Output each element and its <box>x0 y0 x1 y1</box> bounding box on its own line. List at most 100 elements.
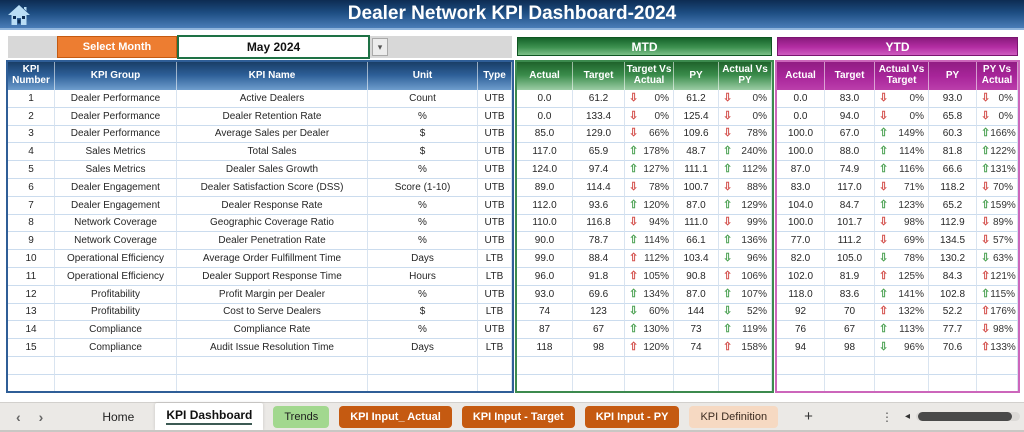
unit-cell[interactable]: Count <box>368 90 478 108</box>
ytd-py-cell[interactable]: 118.2 <box>929 178 977 197</box>
mtd-target-vs-actual-cell[interactable]: ⇩ 94% <box>625 214 674 233</box>
ytd-actual-cell[interactable]: 92 <box>777 303 825 322</box>
horizontal-scrollbar[interactable] <box>916 412 1020 421</box>
mtd-actual-vs-py-cell[interactable]: ⇩ 0% <box>719 107 772 126</box>
ytd-actual-vs-target-cell[interactable]: ⇧ 132% <box>875 303 929 322</box>
unit-cell[interactable] <box>368 356 478 375</box>
sheet-tab-kpi-input-py[interactable]: KPI Input - PY <box>584 405 680 428</box>
type-cell[interactable]: UTB <box>478 321 512 340</box>
mtd-target-vs-actual-cell[interactable]: ⇩ 78% <box>625 178 674 197</box>
ytd-actual-vs-target-cell[interactable]: ⇩ 98% <box>875 214 929 233</box>
kpi-group-cell[interactable]: Dealer Performance <box>55 107 177 126</box>
type-cell[interactable] <box>478 356 512 375</box>
mtd-py-cell[interactable]: 74 <box>674 339 719 357</box>
kpi-group-cell[interactable]: Sales Metrics <box>55 161 177 179</box>
unit-cell[interactable] <box>368 374 478 393</box>
kpi-name-cell[interactable] <box>177 356 368 375</box>
mtd-target-cell[interactable]: 129.0 <box>573 125 625 144</box>
kpi-number-cell[interactable]: 1 <box>8 90 55 108</box>
ytd-py-vs-actual-cell[interactable]: ⇩ 89% <box>977 214 1018 233</box>
mtd-target-cell[interactable]: 78.7 <box>573 232 625 251</box>
ytd-actual-cell[interactable]: 76 <box>777 321 825 340</box>
ytd-py-cell[interactable]: 84.3 <box>929 267 977 286</box>
kpi-name-cell[interactable]: Total Sales <box>177 143 368 162</box>
ytd-py-cell[interactable]: 81.8 <box>929 143 977 162</box>
mtd-target-vs-actual-cell[interactable] <box>625 374 674 393</box>
ytd-py-vs-actual-cell[interactable] <box>977 356 1018 375</box>
mtd-target-vs-actual-cell[interactable]: ⇩ 66% <box>625 125 674 144</box>
mtd-actual-vs-py-cell[interactable] <box>719 356 772 375</box>
sheet-tab-trends[interactable]: Trends <box>273 405 330 428</box>
ytd-py-cell[interactable]: 102.8 <box>929 285 977 304</box>
kpi-number-cell[interactable]: 6 <box>8 178 55 197</box>
ytd-py-vs-actual-cell[interactable]: ⇩ 0% <box>977 107 1018 126</box>
kpi-name-cell[interactable]: Geographic Coverage Ratio <box>177 214 368 233</box>
mtd-target-vs-actual-cell[interactable]: ⇧ 178% <box>625 143 674 162</box>
unit-cell[interactable]: $ <box>368 143 478 162</box>
ytd-py-vs-actual-cell[interactable]: ⇧ 159% <box>977 196 1018 215</box>
type-cell[interactable]: UTB <box>478 143 512 162</box>
ytd-target-cell[interactable]: 105.0 <box>825 250 875 268</box>
ytd-py-vs-actual-cell[interactable]: ⇩ 63% <box>977 250 1018 268</box>
kpi-group-cell[interactable]: Compliance <box>55 339 177 357</box>
mtd-actual-vs-py-cell[interactable]: ⇧ 136% <box>719 232 772 251</box>
ytd-target-cell[interactable]: 101.7 <box>825 214 875 233</box>
scrollbar-thumb[interactable] <box>918 412 1012 421</box>
ytd-actual-cell[interactable] <box>777 374 825 393</box>
ytd-py-cell[interactable]: 134.5 <box>929 232 977 251</box>
ytd-target-cell[interactable] <box>825 374 875 393</box>
mtd-actual-vs-py-cell[interactable]: ⇩ 52% <box>719 303 772 322</box>
kpi-name-cell[interactable]: Audit Issue Resolution Time <box>177 339 368 357</box>
mtd-py-cell[interactable] <box>674 374 719 393</box>
type-cell[interactable]: UTB <box>478 196 512 215</box>
ytd-actual-vs-target-cell[interactable]: ⇧ 149% <box>875 125 929 144</box>
mtd-actual-vs-py-cell[interactable]: ⇩ 0% <box>719 90 772 108</box>
mtd-target-cell[interactable]: 65.9 <box>573 143 625 162</box>
ytd-py-cell[interactable]: 77.7 <box>929 321 977 340</box>
mtd-target-cell[interactable]: 93.6 <box>573 196 625 215</box>
kpi-name-cell[interactable]: Cost to Serve Dealers <box>177 303 368 322</box>
mtd-actual-vs-py-cell[interactable]: ⇩ 99% <box>719 214 772 233</box>
mtd-target-cell[interactable]: 133.4 <box>573 107 625 126</box>
mtd-actual-cell[interactable]: 0.0 <box>517 90 573 108</box>
type-cell[interactable] <box>478 374 512 393</box>
kpi-number-cell[interactable]: 9 <box>8 232 55 251</box>
unit-cell[interactable]: Days <box>368 250 478 268</box>
ytd-actual-vs-target-cell[interactable]: ⇧ 114% <box>875 143 929 162</box>
type-cell[interactable]: LTB <box>478 303 512 322</box>
ytd-py-cell[interactable]: 66.6 <box>929 161 977 179</box>
mtd-target-vs-actual-cell[interactable]: ⇩ 0% <box>625 90 674 108</box>
kpi-name-cell[interactable]: Profit Margin per Dealer <box>177 285 368 304</box>
mtd-target-vs-actual-cell[interactable]: ⇩ 0% <box>625 107 674 126</box>
mtd-py-cell[interactable]: 103.4 <box>674 250 719 268</box>
mtd-target-vs-actual-cell[interactable]: ⇧ 134% <box>625 285 674 304</box>
type-cell[interactable]: UTB <box>478 161 512 179</box>
type-cell[interactable]: UTB <box>478 232 512 251</box>
ytd-py-vs-actual-cell[interactable]: ⇧ 122% <box>977 143 1018 162</box>
ytd-target-cell[interactable]: 117.0 <box>825 178 875 197</box>
type-cell[interactable]: UTB <box>478 285 512 304</box>
mtd-py-cell[interactable]: 87.0 <box>674 196 719 215</box>
ytd-py-vs-actual-cell[interactable]: ⇧ 131% <box>977 161 1018 179</box>
ytd-actual-vs-target-cell[interactable]: ⇩ 71% <box>875 178 929 197</box>
unit-cell[interactable]: % <box>368 285 478 304</box>
ytd-target-cell[interactable]: 88.0 <box>825 143 875 162</box>
ytd-py-vs-actual-cell[interactable]: ⇧ 121% <box>977 267 1018 286</box>
type-cell[interactable]: LTB <box>478 339 512 357</box>
ytd-py-vs-actual-cell[interactable]: ⇩ 98% <box>977 321 1018 340</box>
ytd-target-cell[interactable]: 83.0 <box>825 90 875 108</box>
kpi-name-cell[interactable]: Compliance Rate <box>177 321 368 340</box>
mtd-actual-vs-py-cell[interactable]: ⇧ 106% <box>719 267 772 286</box>
mtd-py-cell[interactable]: 73 <box>674 321 719 340</box>
ytd-actual-cell[interactable]: 100.0 <box>777 214 825 233</box>
unit-cell[interactable]: Hours <box>368 267 478 286</box>
type-cell[interactable]: UTB <box>478 214 512 233</box>
ytd-py-vs-actual-cell[interactable]: ⇧ 176% <box>977 303 1018 322</box>
ytd-actual-cell[interactable] <box>777 356 825 375</box>
mtd-py-cell[interactable]: 87.0 <box>674 285 719 304</box>
ytd-target-cell[interactable]: 83.6 <box>825 285 875 304</box>
sheet-tab-kpi-definition[interactable]: KPI Definition <box>689 405 779 428</box>
ytd-actual-cell[interactable]: 0.0 <box>777 107 825 126</box>
mtd-target-vs-actual-cell[interactable] <box>625 356 674 375</box>
type-cell[interactable]: UTB <box>478 125 512 144</box>
